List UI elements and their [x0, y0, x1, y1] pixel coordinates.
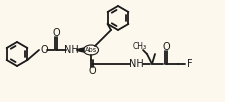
- Polygon shape: [77, 48, 84, 52]
- Text: O: O: [162, 42, 169, 52]
- Text: Abs: Abs: [85, 47, 97, 53]
- Text: O: O: [52, 28, 60, 38]
- Text: O: O: [40, 45, 48, 55]
- Text: F: F: [186, 59, 192, 69]
- Text: NH: NH: [63, 45, 78, 55]
- Text: O: O: [88, 66, 95, 76]
- Text: CH₃: CH₃: [132, 43, 146, 52]
- Text: NH: NH: [128, 59, 143, 69]
